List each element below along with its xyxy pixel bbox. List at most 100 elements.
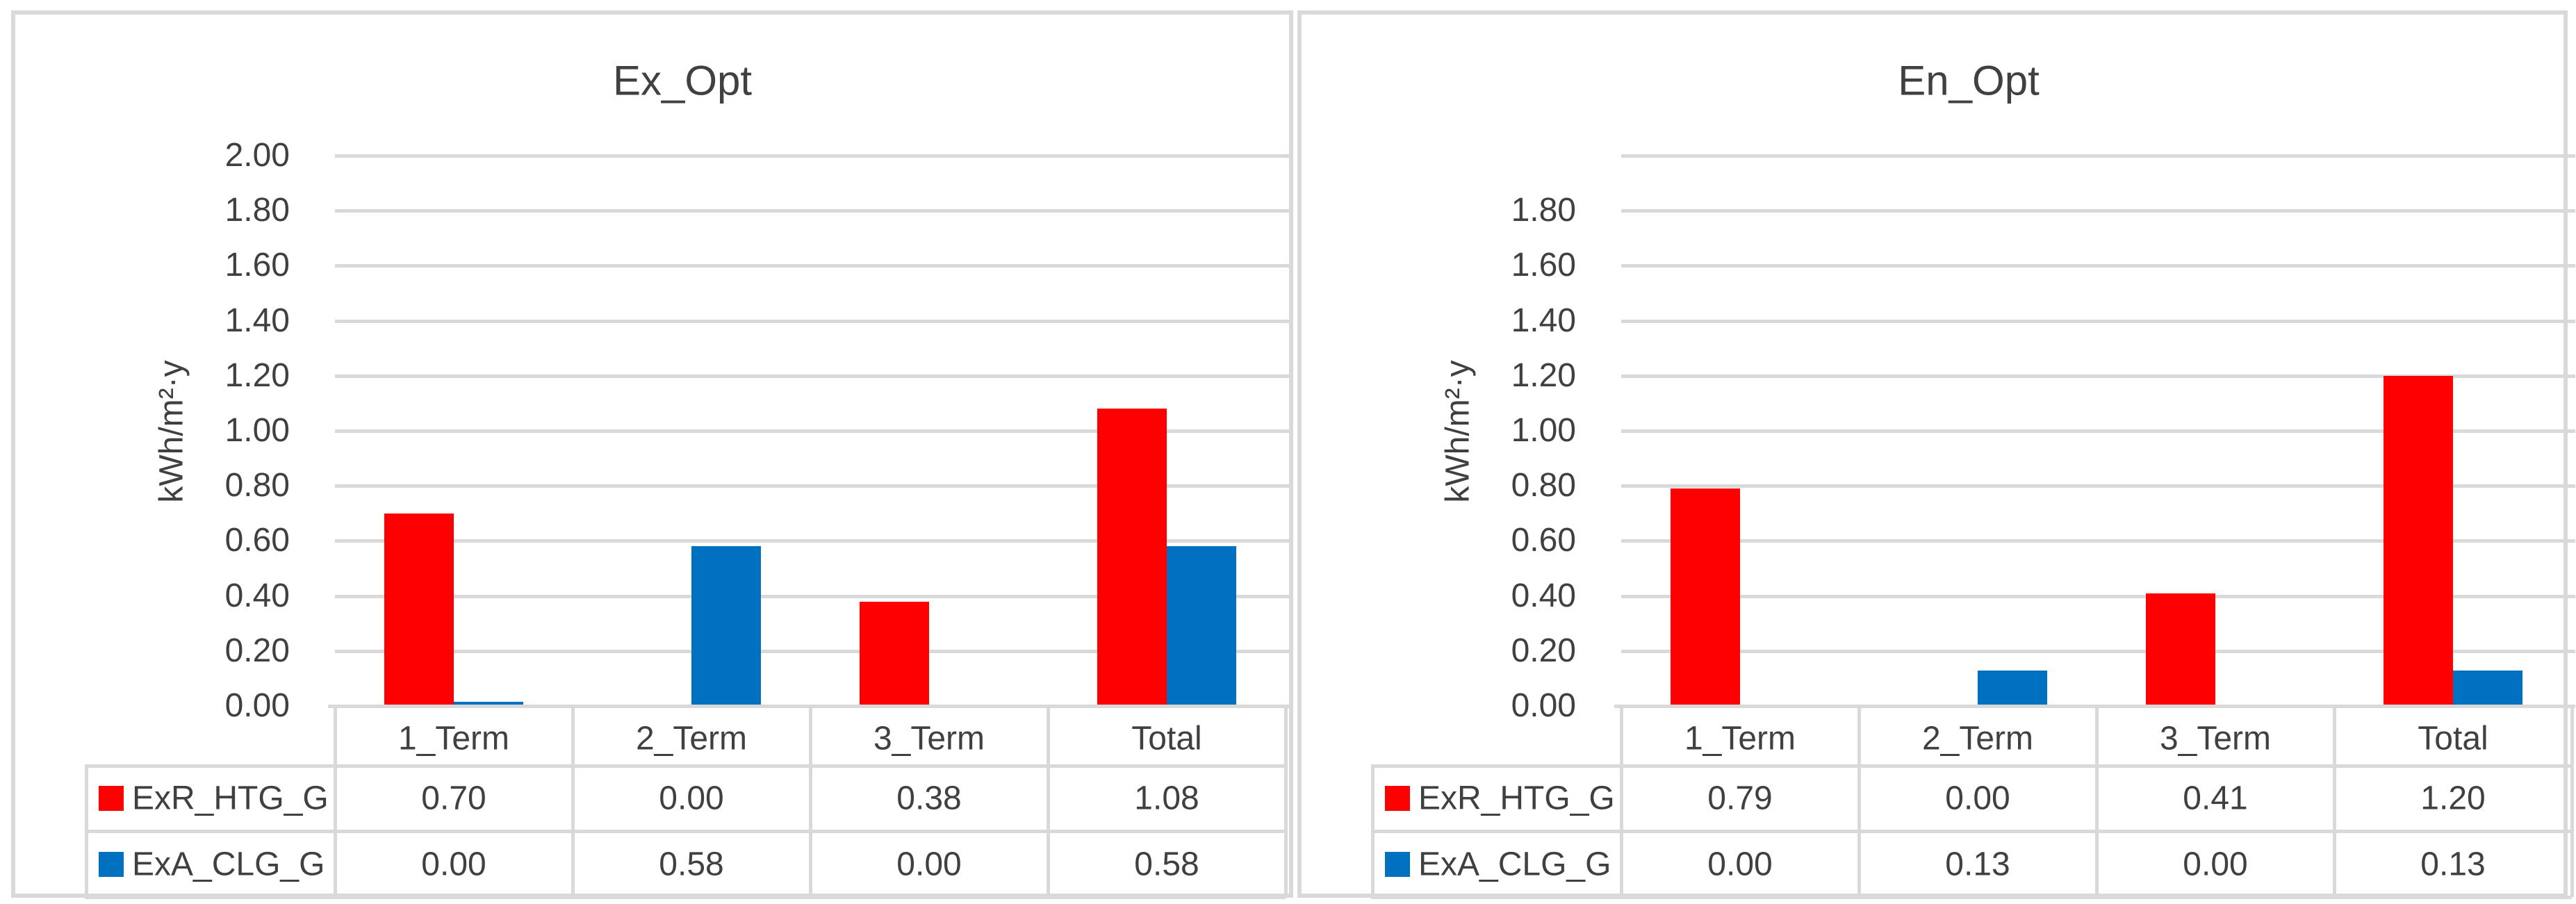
gridline xyxy=(1621,429,2575,433)
table-border-horizontal xyxy=(1371,830,2572,833)
table-border-vertical xyxy=(1284,706,1288,897)
table-value-cell: 0.00 xyxy=(659,780,724,817)
table-header-cell: Total xyxy=(1131,720,1202,757)
table-border-vertical xyxy=(809,706,812,897)
y-axis-tick-label: 0.00 xyxy=(224,687,290,724)
table-value-cell: 0.00 xyxy=(1945,780,2010,817)
y-axis-tick-label: 1.80 xyxy=(224,192,290,229)
table-value-cell: 0.41 xyxy=(2183,780,2248,817)
bar-exr_htg_g-3_term xyxy=(2146,593,2215,706)
y-axis-tick-label: 1.40 xyxy=(224,302,290,339)
gridline xyxy=(1621,320,2575,323)
y-axis-tick-label: 0.40 xyxy=(224,577,290,614)
series-name-exr_htg_g: ExR_HTG_G xyxy=(1418,780,1615,817)
table-border-horizontal xyxy=(85,896,1286,899)
gridline xyxy=(335,429,1289,433)
y-axis-tick-label: 1.00 xyxy=(1511,412,1576,449)
bar-exr_htg_g-3_term xyxy=(860,602,929,706)
table-value-cell: 0.00 xyxy=(1707,846,1773,882)
bar-exr_htg_g-1_term xyxy=(384,513,454,706)
y-axis-tick-label: 1.20 xyxy=(224,357,290,394)
gridline xyxy=(335,595,1289,598)
y-axis-tick-label: 0.40 xyxy=(1511,577,1576,614)
gridline xyxy=(335,154,1289,158)
legend-key-exr_htg_g xyxy=(99,786,124,811)
series-name-exr_htg_g: ExR_HTG_G xyxy=(132,780,329,817)
table-border-vertical xyxy=(1620,706,1623,897)
gridline xyxy=(1621,209,2575,213)
gridline xyxy=(335,264,1289,268)
y-axis-tick-label: 0.20 xyxy=(224,632,290,669)
y-axis-tick-label: 1.60 xyxy=(224,247,290,283)
gridline xyxy=(335,539,1289,543)
gridline xyxy=(1621,375,2575,378)
table-value-cell: 0.00 xyxy=(421,846,486,882)
chart-title: Ex_Opt xyxy=(612,57,753,104)
gridline xyxy=(1621,650,2575,653)
gridline xyxy=(335,484,1289,488)
table-value-cell: 1.08 xyxy=(1134,780,1199,817)
bar-exa_clg_g-2_term xyxy=(1978,671,2047,706)
table-border-horizontal xyxy=(85,764,1286,768)
y-axis-tick-label: 1.00 xyxy=(224,412,290,449)
table-border-vertical xyxy=(2333,706,2336,897)
table-border-vertical xyxy=(2095,706,2099,897)
chart-panel-en-opt: En_Opt kWh/m²·y 1.80 1.60 1.40 1.20 1.00 0.80… xyxy=(1297,10,2575,899)
y-axis-tick-label: 0.00 xyxy=(1511,687,1576,724)
table-header-cell: 2_Term xyxy=(1921,720,2034,757)
table-border-horizontal xyxy=(85,830,1286,833)
legend-key-exa_clg_g xyxy=(1385,851,1410,877)
table-border-vertical xyxy=(334,706,337,897)
table-value-cell: 0.00 xyxy=(2183,846,2248,882)
table-header-cell: 3_Term xyxy=(873,720,985,757)
bar-exr_htg_g-total xyxy=(2384,376,2453,706)
gridline xyxy=(335,650,1289,653)
gridline xyxy=(1621,264,2575,268)
legend-key-exr_htg_g xyxy=(1385,786,1410,811)
table-value-cell: 1.20 xyxy=(2420,780,2486,817)
series-name-exa_clg_g: ExA_CLG_G xyxy=(132,846,325,882)
bar-exa_clg_g-2_term xyxy=(691,546,761,706)
y-axis-tick-label: 1.60 xyxy=(1511,247,1576,283)
y-axis-tick-label: 0.60 xyxy=(1511,522,1576,559)
chart-panel-ex-opt: Ex_Opt kWh/m²·y 2.00 1.80 1.60 1.40 1.20 1.00… xyxy=(11,10,1293,899)
table-header-cell: 3_Term xyxy=(2159,720,2272,757)
table-border-vertical xyxy=(2570,706,2574,897)
gridline xyxy=(1621,484,2575,488)
table-header-cell: 1_Term xyxy=(397,720,510,757)
gridline xyxy=(335,209,1289,213)
table-border-horizontal xyxy=(328,705,1287,708)
gridline xyxy=(1621,154,2575,158)
table-border-vertical xyxy=(1047,706,1050,897)
gridline xyxy=(335,320,1289,323)
table-value-cell: 0.58 xyxy=(659,846,724,882)
chart-title: En_Opt xyxy=(1898,57,2040,104)
bar-exa_clg_g-1_term xyxy=(454,702,523,706)
bar-exr_htg_g-1_term xyxy=(1671,488,1740,706)
table-value-cell: 0.38 xyxy=(896,780,962,817)
table-border-horizontal xyxy=(1614,705,2573,708)
y-axis-tick-label: 1.20 xyxy=(1511,357,1576,394)
table-value-cell: 0.13 xyxy=(2420,846,2486,882)
table-value-cell: 0.00 xyxy=(896,846,962,882)
bar-exa_clg_g-total xyxy=(2453,671,2522,706)
y-axis-tick-label: 0.20 xyxy=(1511,632,1576,669)
bar-exa_clg_g-total xyxy=(1167,546,1236,706)
table-header-cell: 1_Term xyxy=(1684,720,1796,757)
table-value-cell: 0.58 xyxy=(1134,846,1199,882)
table-value-cell: 0.79 xyxy=(1707,780,1773,817)
table-header-cell: Total xyxy=(2418,720,2488,757)
table-value-cell: 0.70 xyxy=(421,780,486,817)
y-axis-tick-label: 1.40 xyxy=(1511,302,1576,339)
table-border-vertical xyxy=(1857,706,1861,897)
y-axis-tick-label: 2.00 xyxy=(224,137,290,174)
y-axis-tick-label: 1.80 xyxy=(1511,192,1576,229)
y-axis-tick-label: 0.80 xyxy=(1511,467,1576,504)
gridline xyxy=(1621,539,2575,543)
table-value-cell: 0.13 xyxy=(1945,846,2010,882)
bar-exr_htg_g-total xyxy=(1097,409,1167,706)
gridline xyxy=(335,375,1289,378)
y-axis-tick-label: 0.60 xyxy=(224,522,290,559)
series-name-exa_clg_g: ExA_CLG_G xyxy=(1418,846,1611,882)
